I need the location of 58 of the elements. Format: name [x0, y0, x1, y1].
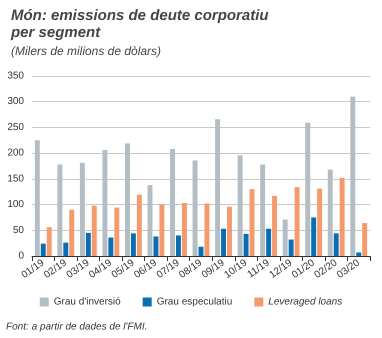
bar — [86, 232, 91, 256]
bar — [272, 196, 278, 256]
y-tick-label: 250 — [7, 122, 24, 133]
y-tick-label: 200 — [7, 148, 24, 159]
bar — [328, 170, 333, 256]
bar — [40, 244, 46, 256]
bar — [350, 96, 356, 256]
chart-title: Món: emissions de deute corporatiu per segment — [10, 7, 269, 41]
bar — [238, 155, 243, 256]
bar — [148, 185, 152, 256]
y-tick-label: 300 — [7, 96, 24, 108]
bar — [63, 242, 68, 256]
y-tick-label: 50 — [12, 224, 24, 236]
bar — [102, 150, 108, 256]
bar — [170, 149, 175, 256]
legend-label: Leveraged loans — [268, 296, 342, 308]
y-tick-label: 350 — [7, 70, 24, 82]
bar — [282, 219, 288, 256]
chart-subtitle: (Milers de milions de dòlars) — [11, 44, 162, 58]
bar — [334, 233, 339, 256]
bar — [130, 233, 136, 256]
bar — [305, 122, 310, 256]
bar — [311, 217, 316, 256]
bar — [69, 210, 74, 256]
legend-label: Grau d'inversió — [54, 296, 122, 308]
bar — [192, 160, 198, 256]
bar — [260, 164, 266, 256]
bar — [182, 203, 187, 256]
bar — [198, 246, 204, 256]
bar — [92, 206, 97, 256]
bar — [317, 188, 322, 256]
bar — [250, 189, 254, 256]
y-tick-label: 150 — [7, 173, 24, 184]
bar — [108, 237, 114, 256]
bar — [46, 227, 52, 256]
bar — [34, 140, 40, 256]
bar — [227, 206, 232, 256]
bar — [266, 228, 272, 256]
y-tick-label: 100 — [7, 199, 24, 210]
bar — [288, 240, 294, 256]
bar — [80, 162, 85, 256]
bar — [362, 223, 368, 256]
bar — [340, 178, 345, 256]
y-tick-label: 0 — [18, 250, 24, 262]
bar — [124, 143, 130, 256]
bar — [136, 194, 142, 256]
bar — [294, 187, 300, 256]
bar — [221, 228, 226, 256]
text: Font: a partir de dades de l'FMI. — [6, 322, 148, 332]
bar — [114, 208, 120, 256]
bar — [215, 119, 220, 256]
bar — [176, 235, 181, 256]
bar — [153, 236, 158, 256]
bar — [57, 164, 62, 256]
bar — [159, 204, 164, 256]
legend-label: Grau especulatiu — [156, 296, 232, 308]
bar — [204, 204, 210, 256]
bar — [244, 234, 249, 256]
